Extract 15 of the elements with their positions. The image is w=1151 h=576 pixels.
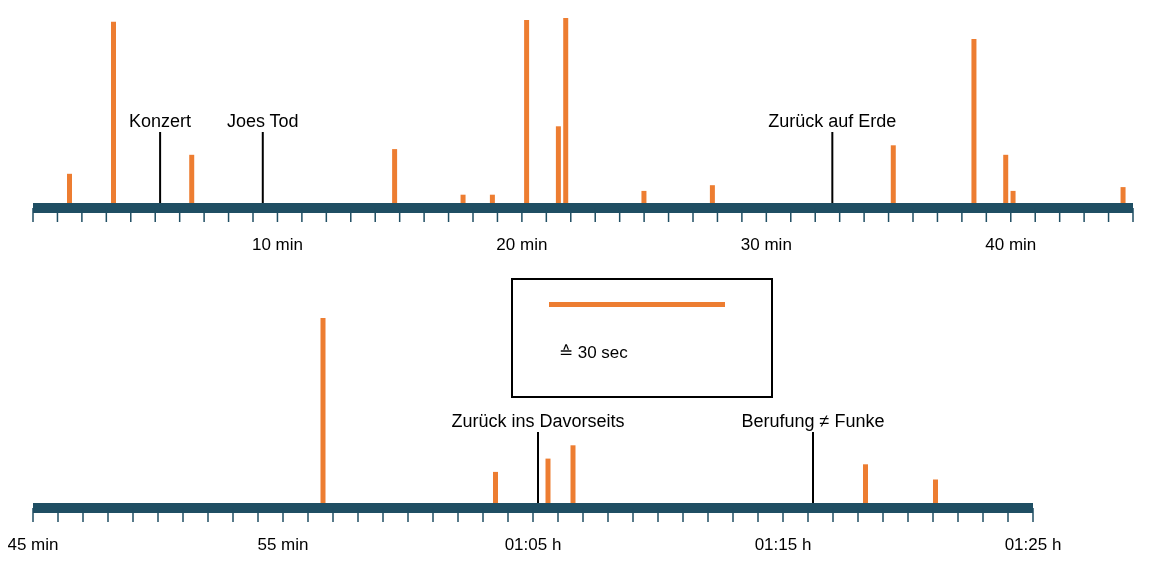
x-tick-label: 01:25 h — [1004, 535, 1062, 554]
ref-line-label: Zurück auf Erde — [768, 111, 897, 131]
x-tick-label: 45 min — [7, 535, 59, 554]
ref-line-label: Zurück ins Davorseits — [451, 411, 625, 431]
x-tick-label: 01:15 h — [754, 535, 812, 554]
x-tick-label: 20 min — [496, 235, 548, 254]
x-tick-label: 10 min — [251, 235, 303, 254]
x-tick-label: 40 min — [985, 235, 1037, 254]
annotation: ≙ 30 sec — [559, 342, 628, 363]
ref-line-label: Konzert — [129, 111, 192, 131]
ref-line-label: Berufung ≠ Funke — [741, 411, 885, 431]
x-tick-label: 30 min — [740, 235, 792, 254]
x-tick-label: 55 min — [257, 535, 309, 554]
ref-line-label: Joes Tod — [226, 111, 299, 131]
x-tick-label: 01:05 h — [504, 535, 562, 554]
